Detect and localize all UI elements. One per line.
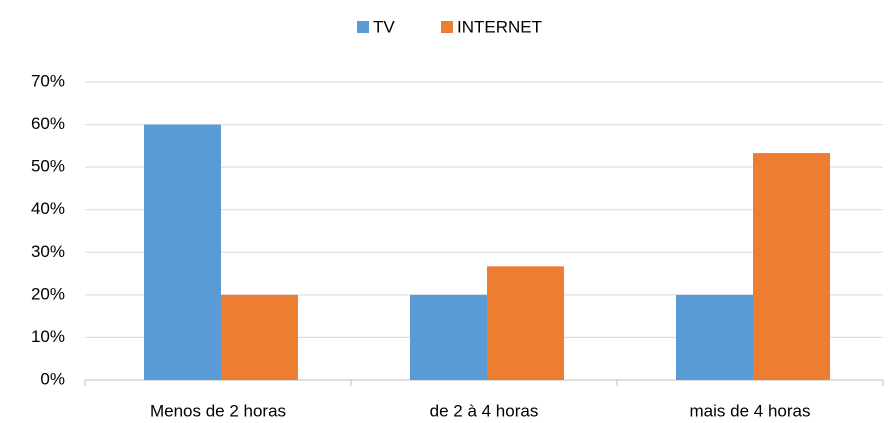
bar — [753, 153, 830, 380]
y-tick-label: 20% — [31, 284, 65, 303]
y-tick-label: 60% — [31, 114, 65, 133]
bar — [410, 294, 487, 380]
y-tick-label: 30% — [31, 242, 65, 261]
legend-swatch — [441, 21, 453, 33]
y-tick-label: 0% — [40, 369, 65, 388]
legend-label: INTERNET — [457, 17, 542, 36]
bar — [487, 266, 564, 380]
x-tick-label: mais de 4 horas — [690, 401, 811, 420]
bar — [676, 294, 753, 380]
x-tick-label: Menos de 2 horas — [150, 401, 286, 420]
bar — [221, 294, 298, 380]
y-tick-label: 40% — [31, 199, 65, 218]
y-tick-label: 50% — [31, 157, 65, 176]
legend-label: TV — [373, 17, 395, 36]
bar — [144, 124, 221, 380]
x-tick-label: de 2 à 4 horas — [430, 401, 539, 420]
legend-swatch — [357, 21, 369, 33]
y-tick-label: 10% — [31, 327, 65, 346]
y-tick-label: 70% — [31, 71, 65, 90]
